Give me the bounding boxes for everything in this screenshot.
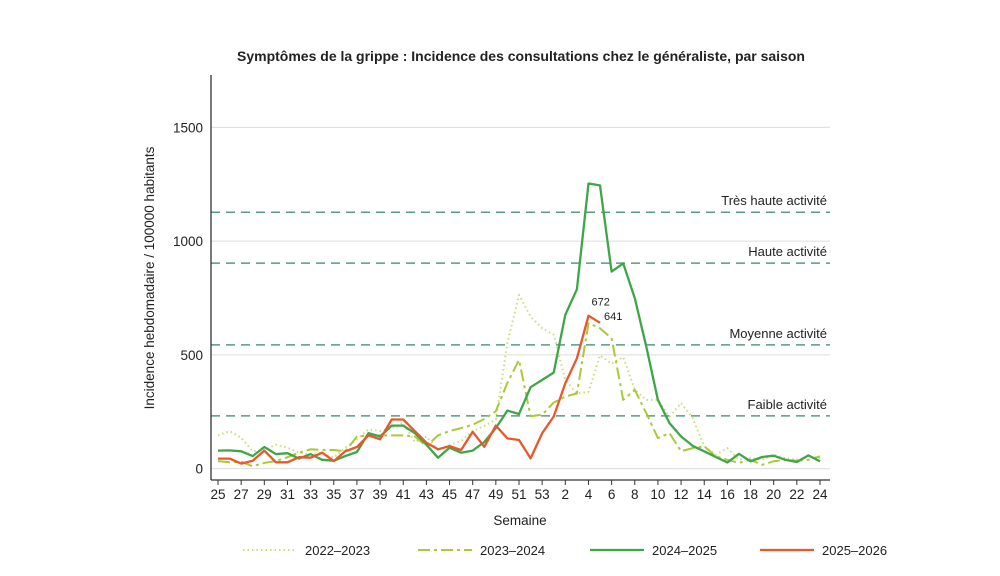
- data-label: 672: [591, 297, 609, 309]
- x-tick-label: 2: [562, 487, 570, 502]
- x-tick-label: 37: [349, 487, 364, 502]
- y-tick-label: 0: [195, 462, 203, 477]
- legend-label: 2025–2026: [822, 543, 887, 558]
- series-line-2022–2023: [217, 294, 821, 461]
- series-line-2025–2026: [218, 314, 601, 465]
- y-tick-label: 500: [180, 348, 203, 363]
- x-tick-label: 41: [396, 487, 411, 502]
- threshold-label: Haute activité: [748, 244, 827, 259]
- legend-label: 2023–2024: [480, 543, 545, 558]
- x-tick-label: 24: [812, 487, 828, 502]
- x-tick-label: 49: [488, 487, 503, 502]
- x-tick-label: 10: [650, 487, 665, 502]
- x-tick-label: 47: [465, 487, 480, 502]
- x-tick-label: 14: [697, 487, 713, 502]
- x-tick-label: 6: [608, 487, 616, 502]
- x-tick-label: 51: [511, 487, 526, 502]
- x-tick-label: 27: [234, 487, 249, 502]
- x-tick-label: 20: [766, 487, 781, 502]
- legend-label: 2024–2025: [652, 543, 717, 558]
- x-tick-label: 43: [419, 487, 434, 502]
- x-axis-label: Semaine: [493, 513, 546, 528]
- chart-title: Symptômes de la grippe : Incidence des c…: [237, 48, 805, 64]
- series-line-2024–2025: [217, 182, 821, 464]
- legend: 2022–2023 2023–2024 2024–2025 2025–2026: [243, 543, 887, 558]
- data-label: 641: [604, 311, 622, 323]
- y-tick-label: 1500: [173, 120, 203, 135]
- x-tick-label: 35: [326, 487, 341, 502]
- x-tick-label: 29: [257, 487, 272, 502]
- x-tick-label: 22: [789, 487, 804, 502]
- x-tick-label: 8: [631, 487, 639, 502]
- threshold-label: Moyenne activité: [729, 326, 827, 341]
- x-tick-label: 31: [280, 487, 295, 502]
- threshold-label: Très haute activité: [721, 193, 827, 208]
- x-tick-label: 45: [442, 487, 457, 502]
- y-tick-label: 1000: [173, 234, 203, 249]
- x-tick-label: 12: [674, 487, 689, 502]
- x-tick-label: 25: [210, 487, 225, 502]
- x-tick-label: 18: [743, 487, 758, 502]
- legend-label: 2022–2023: [305, 543, 370, 558]
- threshold-label: Faible activité: [748, 397, 827, 412]
- y-axis-label: Incidence hebdomadaire / 100000 habitant…: [142, 146, 157, 409]
- x-tick-label: 39: [373, 487, 388, 502]
- x-tick-label: 4: [585, 487, 593, 502]
- x-tick-label: 53: [535, 487, 550, 502]
- x-tick-label: 33: [303, 487, 318, 502]
- x-tick-label: 16: [720, 487, 735, 502]
- series-line-2023–2024: [217, 322, 821, 468]
